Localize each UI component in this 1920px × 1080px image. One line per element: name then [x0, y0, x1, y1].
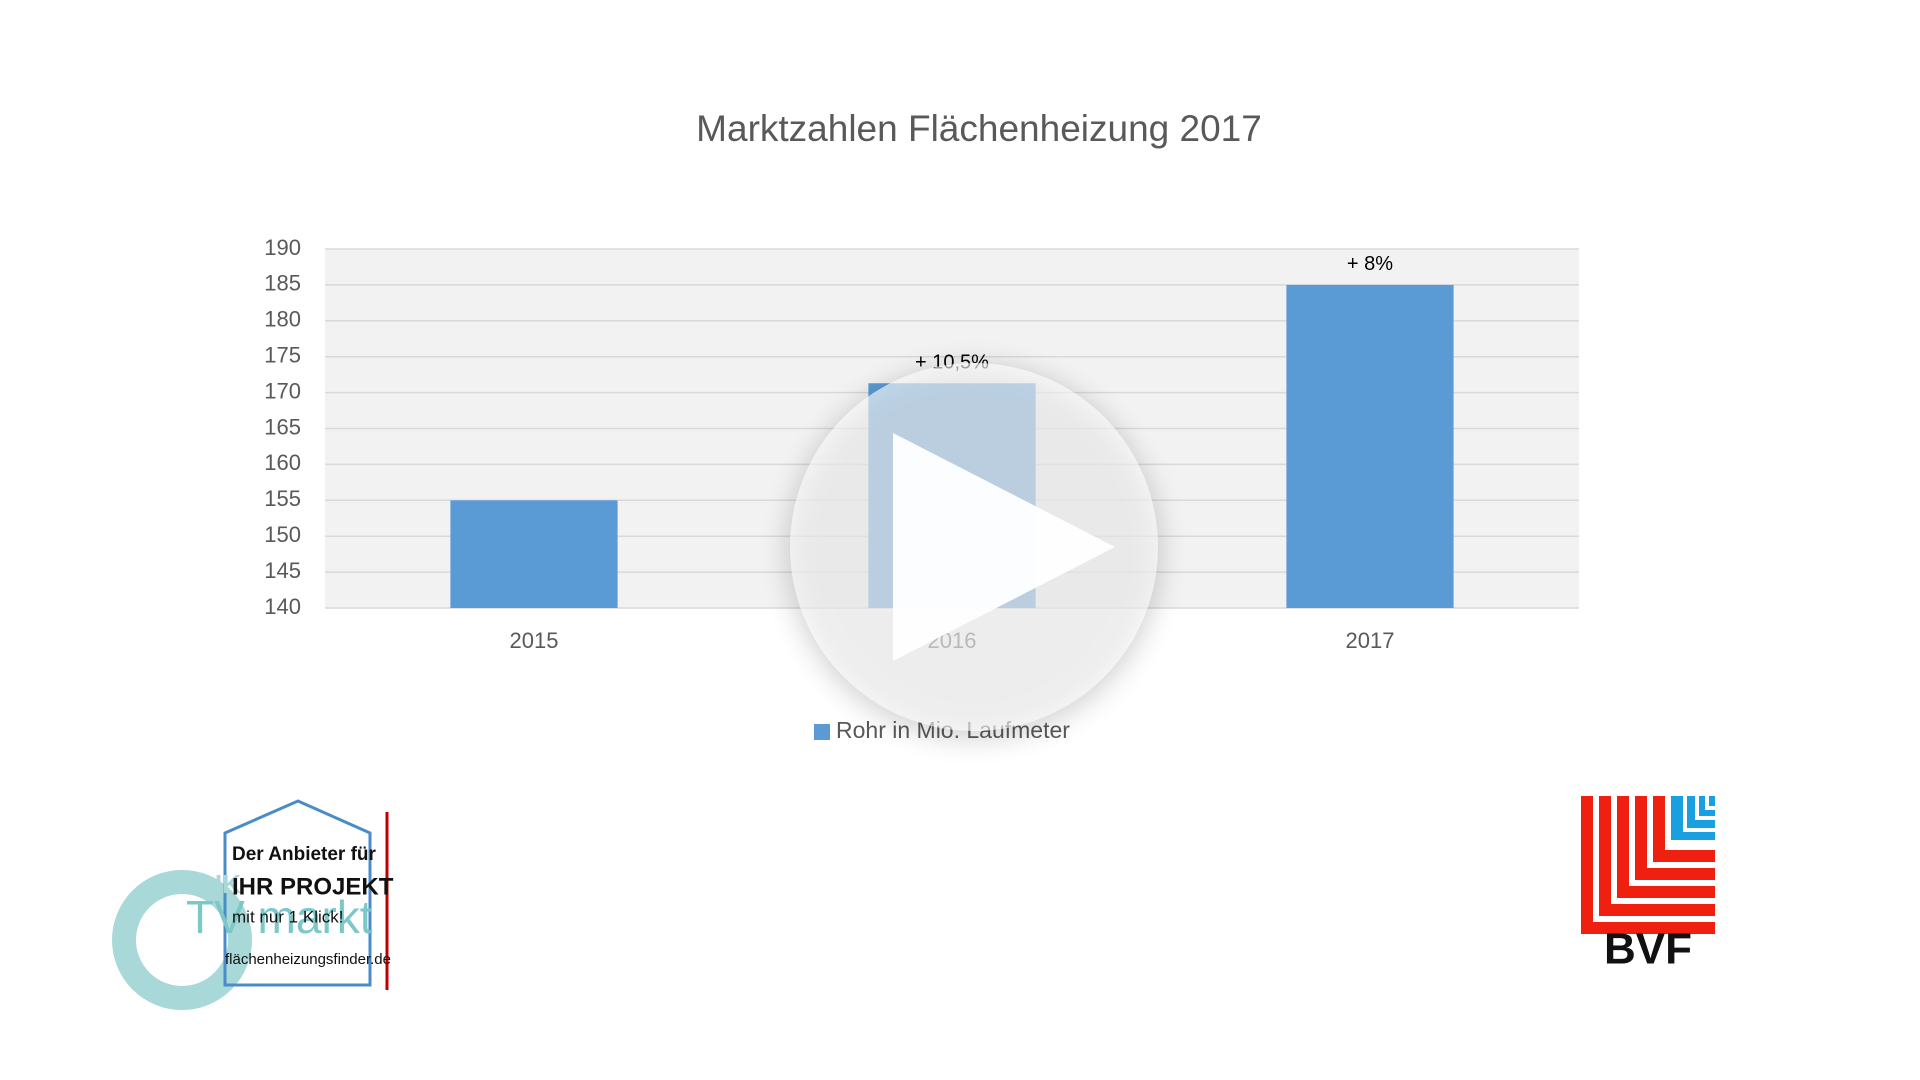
logo-text: BVF [1604, 925, 1692, 974]
logo-text: Der Anbieter für [232, 844, 377, 865]
y-tick-label: 150 [264, 522, 301, 547]
chart-title: Marktzahlen Flächenheizung 2017 [696, 108, 1262, 149]
y-tick-label: 175 [264, 343, 301, 368]
logo-text: SHK [186, 869, 241, 899]
legend-label: Rohr in Mio. Laufmeter [836, 717, 1070, 743]
y-tick-label: 170 [264, 378, 301, 403]
logo-text: flächenheizungsfinder.de [225, 951, 391, 968]
y-tick-label: 155 [264, 486, 301, 511]
y-tick-label: 160 [264, 450, 301, 475]
legend-swatch [814, 724, 830, 740]
bar [450, 500, 618, 608]
logo-text: TV markt [186, 891, 373, 943]
bvf-logo: BVF [1581, 796, 1715, 974]
shk-logo: SHK TV markt Der Anbieter für IHR PROJEK… [112, 799, 394, 1010]
y-tick-label: 190 [264, 235, 301, 260]
logo-text: IHR PROJEKT [232, 873, 394, 900]
logo-ring [112, 870, 252, 1010]
y-tick-label: 180 [264, 307, 301, 332]
annotation: + 8% [1347, 253, 1393, 275]
logo-text: mit nur 1 Klick! [232, 907, 343, 926]
x-tick-label: 2017 [1346, 628, 1395, 653]
y-tick-label: 185 [264, 271, 301, 296]
bar [1286, 284, 1454, 608]
x-tick-label: 2016 [928, 628, 977, 653]
x-tick-label: 2015 [510, 628, 559, 653]
annotation: + 10,5% [915, 352, 989, 374]
logo-stripes [1581, 796, 1715, 934]
y-tick-label: 140 [264, 594, 301, 619]
y-tick-label: 145 [264, 558, 301, 583]
y-tick-label: 165 [264, 414, 301, 439]
bar [868, 383, 1036, 608]
logo-house [223, 799, 372, 987]
logo-square-lines [1683, 796, 1715, 832]
